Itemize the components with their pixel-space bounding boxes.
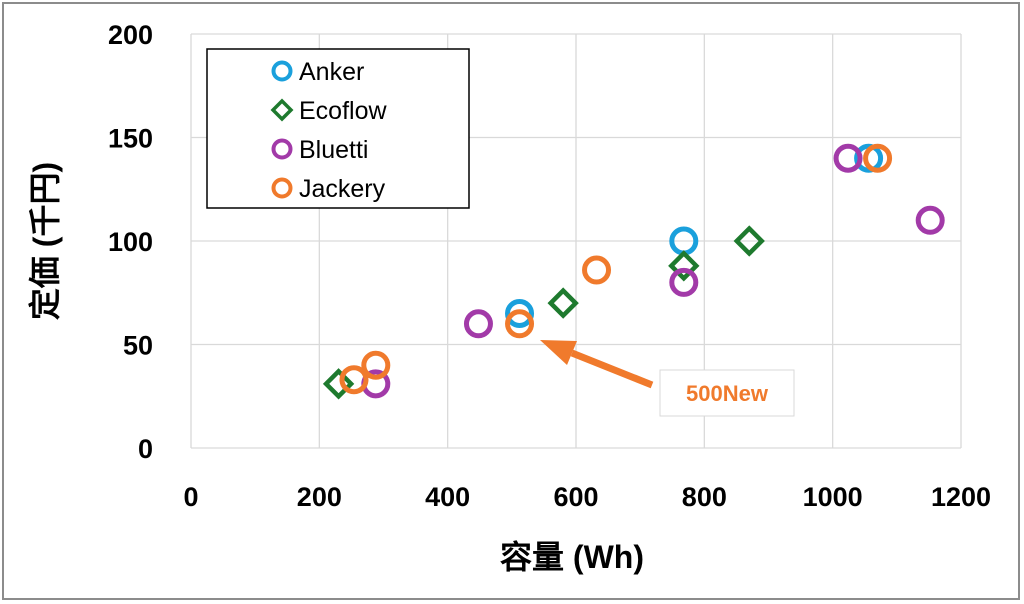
bluetti-point	[669, 267, 699, 297]
legend-entry-ecoflow: Ecoflow	[299, 97, 387, 125]
x-tick-label: 0	[183, 482, 198, 512]
y-tick-label: 100	[108, 227, 153, 257]
circle-marker-icon	[271, 177, 293, 199]
x-tick-label: 600	[553, 482, 598, 512]
annotation-arrowhead	[540, 340, 577, 365]
y-tick-label: 150	[108, 124, 153, 154]
x-axis-title: 容量 (Wh)	[500, 539, 644, 575]
annotation-arrow	[570, 349, 654, 389]
y-axis-title: 定価 (千円)	[27, 162, 63, 320]
x-tick-label: 800	[682, 482, 727, 512]
jackery-point	[361, 350, 391, 380]
ecoflow-point	[547, 287, 579, 319]
x-tick-label: 1000	[803, 482, 863, 512]
legend-entry-anker: Anker	[299, 58, 364, 86]
annotation-label-box	[659, 369, 795, 417]
jackery-point	[505, 309, 535, 339]
x-tick-label: 1200	[931, 482, 991, 512]
x-tick-label: 200	[297, 482, 342, 512]
annotation-label: 500New	[686, 381, 769, 406]
legend-entry-jackery: Jackery	[299, 175, 386, 203]
legend: Anker Ecoflow Bluetti Jackery	[206, 48, 470, 209]
ecoflow-point	[668, 250, 700, 282]
x-tick-label: 400	[425, 482, 470, 512]
data-points	[322, 143, 945, 400]
circle-marker-icon	[271, 60, 293, 82]
legend-box	[206, 48, 470, 209]
anker-point	[854, 143, 884, 173]
bluetti-point	[915, 205, 945, 235]
jackery-point	[582, 255, 612, 285]
bluetti-point	[463, 309, 493, 339]
jackery-point	[863, 143, 893, 173]
y-tick-label: 0	[138, 434, 153, 464]
jackery-point	[339, 365, 369, 395]
diamond-marker-icon	[270, 98, 294, 122]
ecoflow-point	[322, 368, 355, 400]
annotation-500new: 500New	[540, 340, 795, 417]
legend-entry-bluetti: Bluetti	[299, 136, 368, 164]
ecoflow-point	[733, 225, 765, 257]
y-tick-label: 200	[108, 20, 153, 50]
y-tick-label: 50	[123, 331, 153, 361]
bluetti-point	[833, 143, 863, 173]
y-tick-labels: 0 50 100 150 200	[108, 20, 153, 464]
anker-point	[505, 298, 535, 328]
circle-marker-icon	[271, 138, 293, 160]
x-tick-labels: 0 200 400 600 800 1000 1200	[183, 482, 991, 512]
